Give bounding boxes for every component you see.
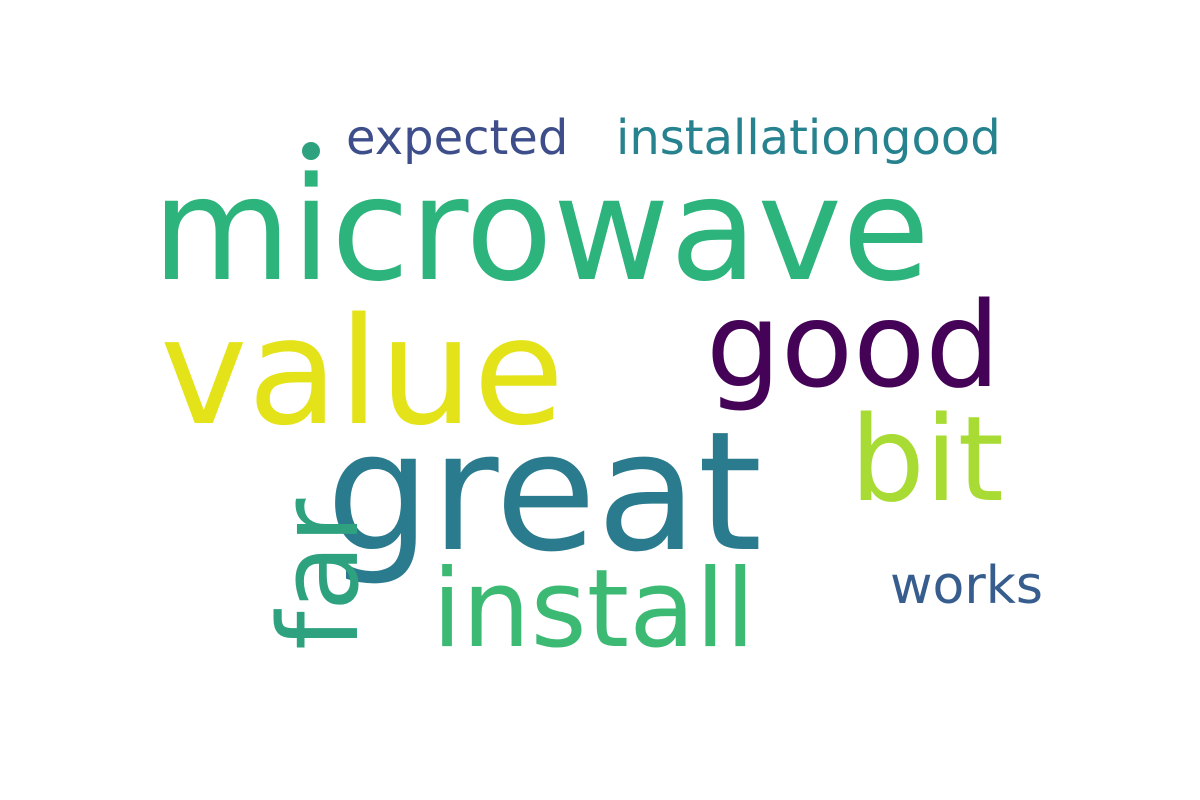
word-far: far <box>255 498 383 650</box>
word-bit: bit <box>850 390 1004 528</box>
word-good: good <box>706 276 1001 414</box>
word-works: works <box>890 556 1043 616</box>
word-install: install <box>432 547 756 672</box>
dot-mark <box>302 142 320 160</box>
word-great: great <box>326 396 763 588</box>
word-installationgood: installationgood <box>616 110 1001 166</box>
word-expected: expected <box>346 110 569 166</box>
word-value: value <box>160 286 565 458</box>
word-microwave: microwave <box>152 146 930 313</box>
